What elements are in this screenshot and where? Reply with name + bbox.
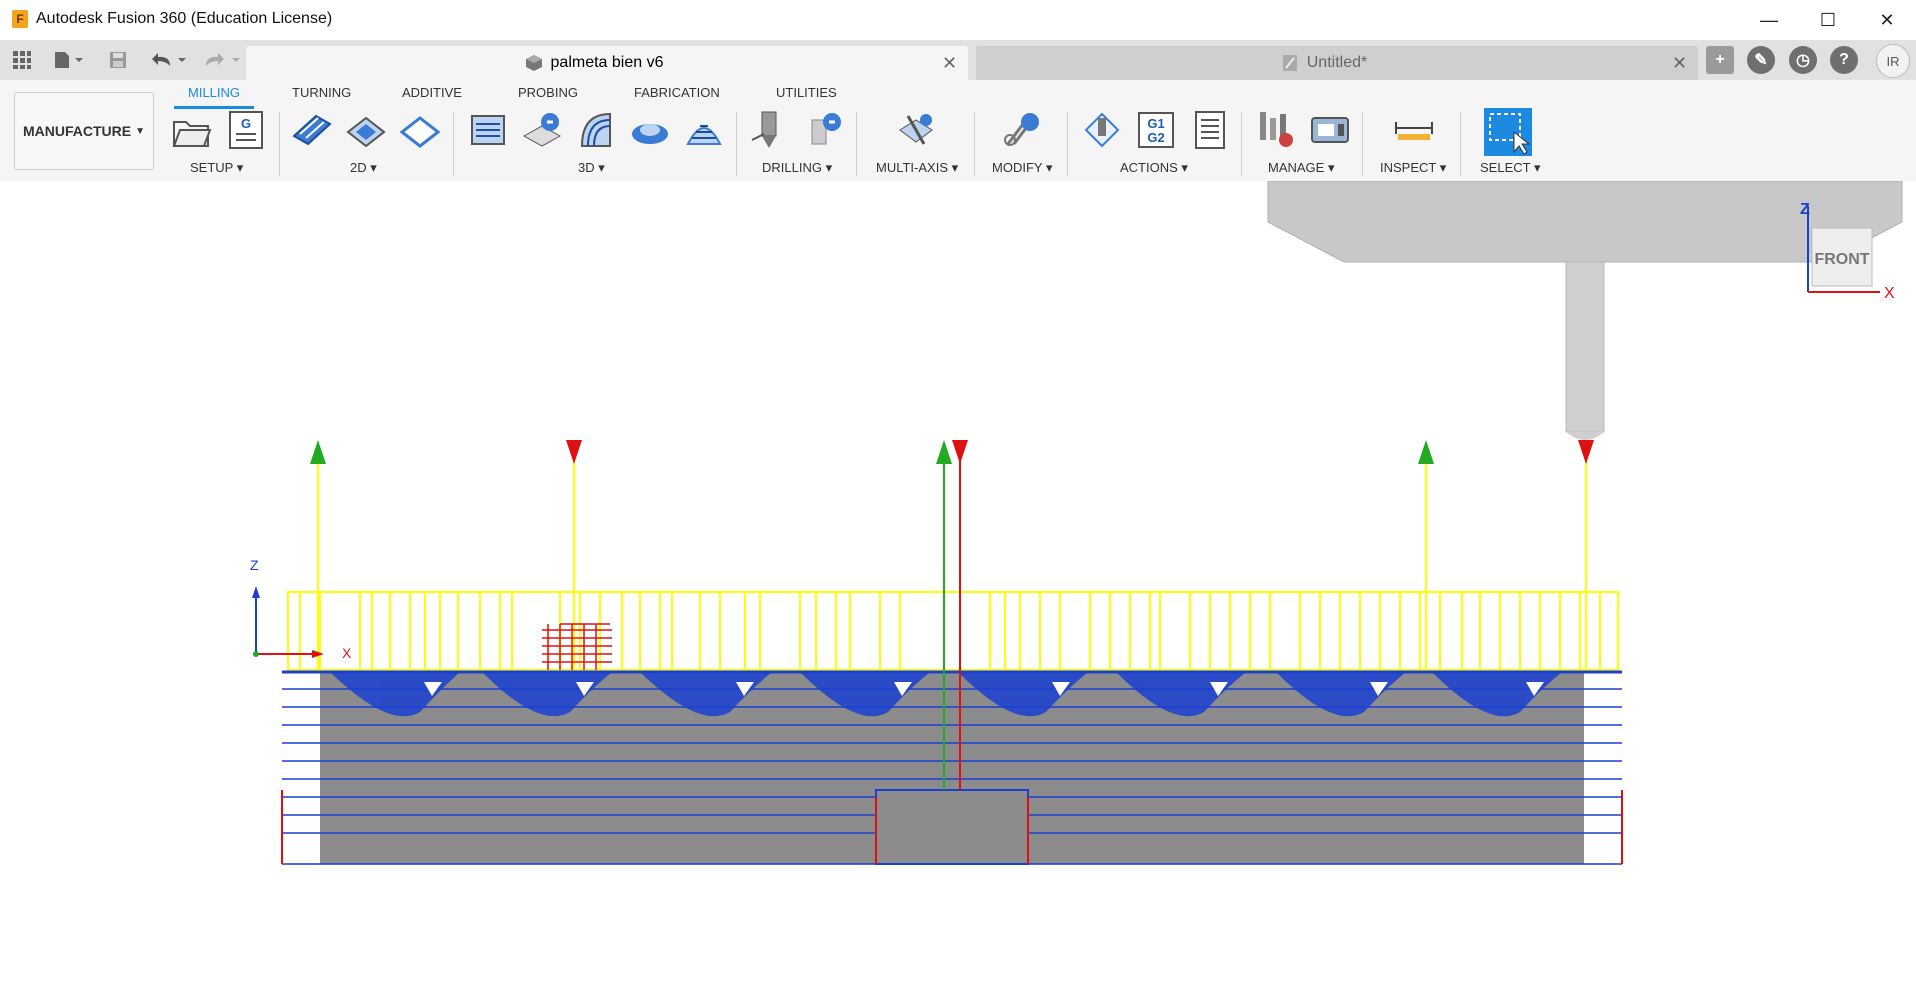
job-status-icon[interactable]: ◷ [1789,46,1817,74]
select-icon[interactable] [1484,108,1532,156]
tab-milling[interactable]: MILLING [188,85,241,100]
2d-pocket-icon[interactable] [346,110,386,150]
group-drilling[interactable]: DRILLING ▾ [762,160,833,175]
simulate-icon[interactable] [1082,110,1122,150]
tab-turning[interactable]: TURNING [292,85,352,100]
tab-additive[interactable]: ADDITIVE [402,85,462,100]
helical-entry [542,623,612,670]
active-tab-indicator [174,106,254,109]
close-window-button[interactable]: ✕ [1879,9,1895,30]
workspace-switcher-button[interactable]: MANUFACTURE ▼ [14,92,154,170]
group-modify[interactable]: MODIFY ▾ [992,160,1053,175]
contour-icon[interactable] [684,110,724,150]
window-title: Autodesk Fusion 360 (Education License) [36,10,333,27]
measure-icon[interactable] [1394,110,1434,150]
group-divider [1241,112,1242,176]
file-menu-icon[interactable] [50,48,86,72]
canvas-viewport[interactable]: Z X FRONT Z X [0,180,1916,1000]
group-3d[interactable]: 3D ▾ [578,160,605,175]
group-divider [856,112,857,176]
tab-fabrication[interactable]: FABRICATION [634,85,720,100]
view-cube[interactable]: FRONT Z X [1800,201,1895,302]
group-inspect[interactable]: INSPECT ▾ [1380,160,1447,175]
group-divider [453,112,454,176]
save-icon[interactable] [106,48,130,72]
svg-text:G1: G1 [1147,116,1164,131]
stepdown-passes [282,671,1622,865]
triad-z-label: Z [250,557,259,573]
tab-label: palmeta bien v6 [550,54,664,71]
component-cube-icon [525,55,542,71]
svg-text:G: G [241,116,251,131]
tab-utilities[interactable]: UTILITIES [776,85,837,100]
side-plunges [281,790,1623,864]
tab-palmeta-bien-v6[interactable]: palmeta bien v6 ✕ [246,46,968,80]
maximize-button[interactable]: ☐ [1819,9,1837,30]
group-actions[interactable]: ACTIONS ▾ [1120,160,1188,175]
group-divider [1067,112,1068,176]
setup-sheet-icon[interactable] [1190,110,1230,150]
group-select[interactable]: SELECT ▾ [1480,160,1541,175]
tab-probing[interactable]: PROBING [518,85,578,100]
new-tab-plus-icon[interactable]: + [1706,46,1734,74]
redo-icon[interactable] [200,48,244,72]
group-manage[interactable]: MANAGE ▾ [1268,160,1335,175]
viewcube-x-label: X [1884,285,1895,302]
drill-icon[interactable] [750,110,790,150]
triad-x-label: X [342,645,352,661]
group-divider [279,112,280,176]
viewcube-z-label: Z [1800,201,1810,218]
machine-library-icon[interactable] [1310,110,1350,150]
group-divider [974,112,975,176]
cam-scene[interactable]: Z X FRONT Z X [0,180,1916,1000]
group-divider [1362,112,1363,176]
multi-axis-contour-icon[interactable] [896,110,936,150]
fusion-app-icon: F [12,10,28,28]
rapid-moves-band [287,452,1619,671]
group-setup[interactable]: SETUP ▾ [190,160,244,175]
modify-toolpath-icon[interactable] [1002,110,1042,150]
retract-arrows [310,440,1594,464]
undo-icon[interactable] [146,48,190,72]
chevron-down-icon: ▼ [135,125,145,137]
stock-fixture [875,789,1029,865]
svg-text:G2: G2 [1147,130,1164,145]
pocket-clearing-icon[interactable] [522,110,562,150]
group-divider [736,112,737,176]
tool-library-icon[interactable] [1256,110,1296,150]
parallel-icon[interactable] [630,110,670,150]
close-tab-icon[interactable]: ✕ [1672,52,1688,73]
data-panel-grid-icon[interactable] [10,48,34,72]
origin-triad: Z X [250,557,352,661]
2d-adaptive-icon[interactable] [292,110,332,150]
group-divider [1460,112,1461,176]
workspace-label: MANUFACTURE [22,123,132,139]
steep-and-shallow-icon[interactable] [576,110,616,150]
group-multi-axis[interactable]: MULTI-AXIS ▾ [876,160,959,175]
tool-holder [1267,180,1903,440]
design-file-icon [1282,55,1297,71]
minimize-button[interactable]: — [1760,9,1778,30]
face-icon[interactable] [400,110,440,150]
setup-folder-icon[interactable] [172,110,212,150]
nc-program-icon[interactable]: G [226,110,266,150]
tab-label: Untitled* [1306,54,1368,71]
user-avatar[interactable]: IR [1876,44,1910,78]
close-tab-icon[interactable]: ✕ [942,52,958,73]
viewcube-front-face: FRONT [1814,251,1869,268]
help-icon[interactable]: ? [1830,46,1858,74]
3d-adaptive-icon[interactable] [468,110,508,150]
extensions-icon[interactable]: ✎ [1747,46,1775,74]
title-bar: F Autodesk Fusion 360 (Education License… [0,0,1916,41]
tab-untitled[interactable]: Untitled* ✕ [976,46,1698,80]
hole-recognition-icon[interactable] [804,110,844,150]
groove-peaks [424,682,1544,696]
group-2d[interactable]: 2D ▾ [350,160,377,175]
